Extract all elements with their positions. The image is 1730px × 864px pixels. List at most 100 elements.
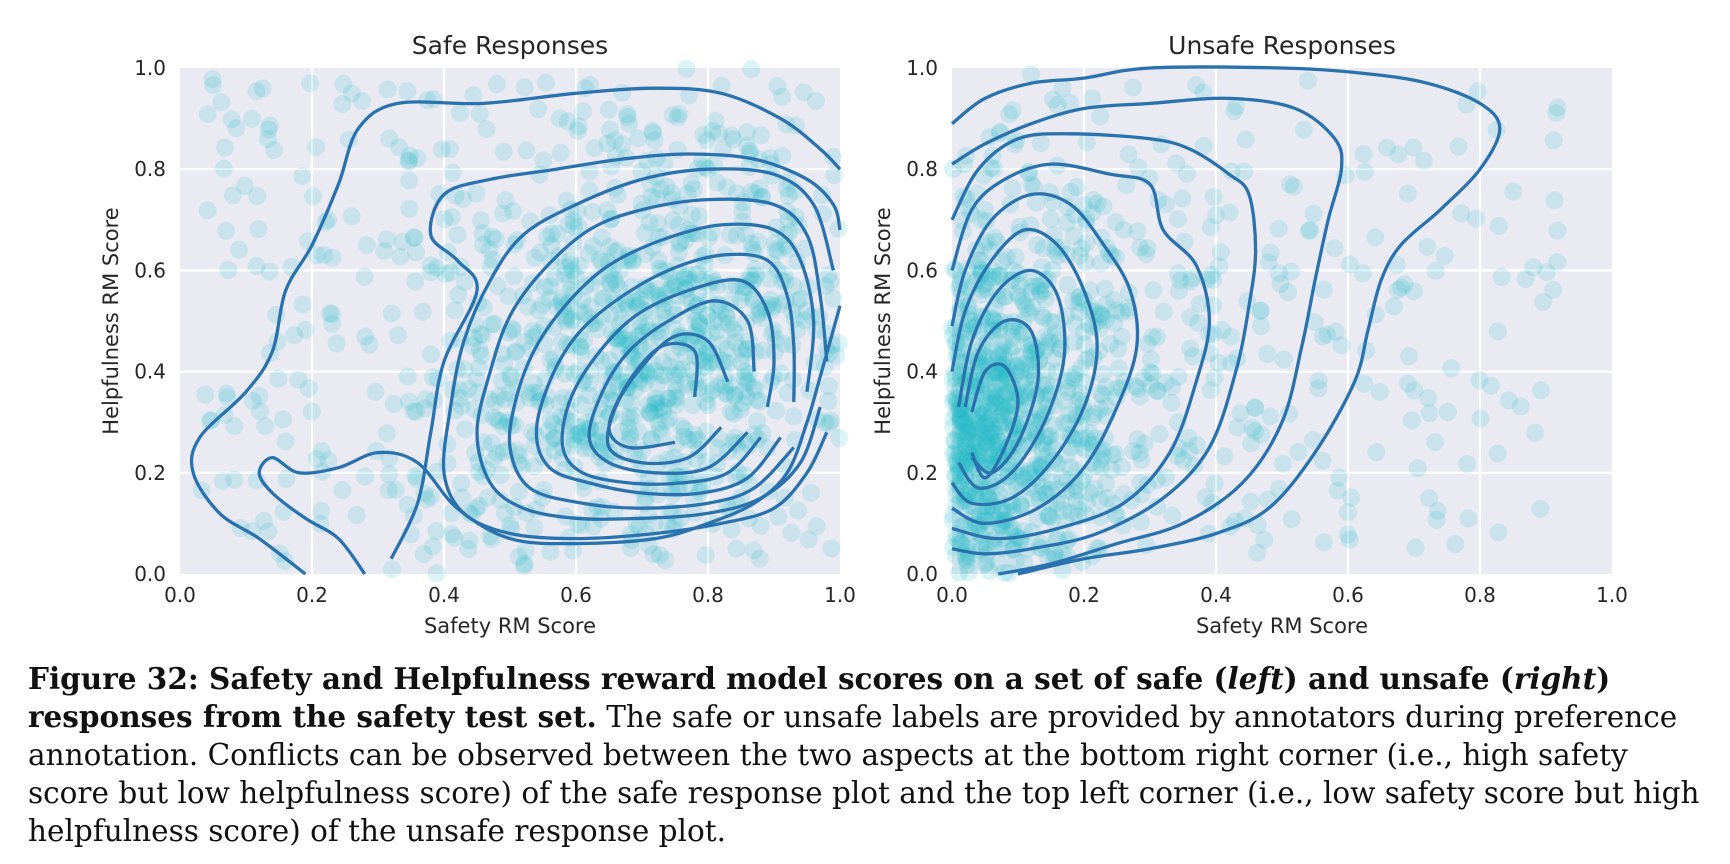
safe-data-point <box>708 439 727 457</box>
safe-data-point <box>342 207 361 226</box>
safe-data-point <box>540 289 559 308</box>
unsafe-data-point <box>975 555 994 573</box>
unsafe-data-point <box>1141 363 1160 382</box>
safe-data-point <box>712 335 731 354</box>
safe-data-point <box>824 289 843 308</box>
safe-data-point <box>592 421 611 440</box>
unsafe-data-point <box>978 419 997 437</box>
unsafe-data-point <box>977 537 996 556</box>
safe-data-point <box>482 315 501 334</box>
unsafe-data-point <box>1131 512 1150 531</box>
safe-data-point <box>259 120 278 139</box>
safe-data-point <box>696 392 715 411</box>
unsafe-data-point <box>1446 535 1465 554</box>
unsafe-data-point <box>1085 405 1104 424</box>
unsafe-data-point <box>994 387 1013 406</box>
safe-data-point <box>565 217 584 236</box>
unsafe-data-point <box>984 423 1003 442</box>
unsafe-data-point <box>1504 182 1523 201</box>
unsafe-x-axis-label: Safety RM Score <box>1196 614 1368 638</box>
safe-data-point <box>707 322 726 341</box>
unsafe-data-point <box>991 374 1010 392</box>
safe-data-point <box>734 284 753 303</box>
safe-data-point <box>643 123 662 142</box>
unsafe-data-point <box>1070 246 1089 265</box>
unsafe-data-point <box>1016 370 1035 389</box>
unsafe-density-contour <box>963 318 1041 475</box>
unsafe-data-point <box>1220 203 1239 222</box>
unsafe-data-point <box>1058 198 1077 217</box>
unsafe-data-point <box>1169 210 1187 229</box>
unsafe-data-point <box>991 416 1010 435</box>
unsafe-data-point <box>980 128 999 147</box>
unsafe-data-point <box>1067 177 1086 196</box>
safe-data-point <box>598 134 617 153</box>
safe-data-point <box>442 525 461 544</box>
safe-data-point <box>725 387 744 405</box>
safe-data-point <box>608 295 626 314</box>
safe-data-point <box>788 291 807 310</box>
safe-data-point <box>819 377 838 396</box>
safe-data-point <box>588 431 607 450</box>
safe-data-point <box>254 511 273 530</box>
unsafe-data-point <box>1378 138 1396 157</box>
safe-data-point <box>613 83 631 102</box>
unsafe-data-point <box>1406 538 1425 557</box>
safe-data-point <box>658 389 677 408</box>
safe-data-point <box>487 75 506 94</box>
safe-data-point <box>443 163 462 182</box>
safe-data-point <box>769 507 788 526</box>
unsafe-data-point <box>990 364 1009 383</box>
safe-data-point <box>525 248 544 267</box>
safe-data-point <box>600 443 619 462</box>
safe-data-point <box>720 226 739 244</box>
safe-data-point <box>563 424 582 443</box>
unsafe-data-point <box>1148 497 1166 516</box>
safe-data-point <box>377 230 396 249</box>
safe-data-point <box>680 86 698 105</box>
unsafe-data-point <box>966 411 985 430</box>
unsafe-data-point <box>1130 444 1149 463</box>
safe-data-point <box>493 204 512 223</box>
safe-data-point <box>651 180 670 199</box>
unsafe-data-point <box>1070 303 1088 322</box>
safe-data-point <box>383 560 401 579</box>
unsafe-x-tick-label: 0.8 <box>1464 583 1496 607</box>
unsafe-data-point <box>1012 497 1030 516</box>
unsafe-data-point <box>967 434 986 452</box>
caption-label: Figure 32: <box>28 661 199 696</box>
unsafe-data-point <box>1547 104 1566 122</box>
unsafe-data-point <box>1106 248 1125 267</box>
figure: 0.0 0.2 0.4 0.6 0.8 1.0 0.0 0.2 0.4 0.6 0.8 1.0 Saf… <box>99 31 1628 638</box>
unsafe-data-point <box>1366 228 1385 247</box>
unsafe-data-point <box>1135 434 1154 453</box>
safe-data-point <box>502 368 521 387</box>
safe-data-point <box>667 389 686 408</box>
unsafe-data-point <box>953 404 972 423</box>
unsafe-data-point <box>1045 432 1064 451</box>
safe-data-point <box>567 267 585 286</box>
safe-data-point <box>436 265 455 284</box>
safe-data-point <box>631 290 650 309</box>
unsafe-data-point <box>982 422 1001 441</box>
safe-data-point <box>603 323 622 342</box>
safe-data-point <box>491 466 510 484</box>
safe-data-point <box>747 266 766 285</box>
safe-data-point <box>645 394 664 413</box>
safe-data-point <box>490 387 509 405</box>
unsafe-data-point <box>976 535 995 554</box>
safe-data-point <box>718 339 737 358</box>
safe-data-point <box>516 542 535 561</box>
safe-data-point <box>670 365 689 384</box>
unsafe-data-point <box>992 405 1011 424</box>
unsafe-data-point <box>971 405 989 424</box>
unsafe-data-point <box>1482 376 1501 395</box>
safe-data-point <box>720 375 739 394</box>
unsafe-data-point <box>968 447 987 466</box>
unsafe-data-point <box>1035 281 1054 300</box>
safe-data-point <box>802 307 821 326</box>
safe-data-point <box>545 268 564 287</box>
unsafe-data-point <box>1228 418 1247 437</box>
safe-data-point <box>716 384 735 403</box>
unsafe-data-point <box>990 268 1009 287</box>
